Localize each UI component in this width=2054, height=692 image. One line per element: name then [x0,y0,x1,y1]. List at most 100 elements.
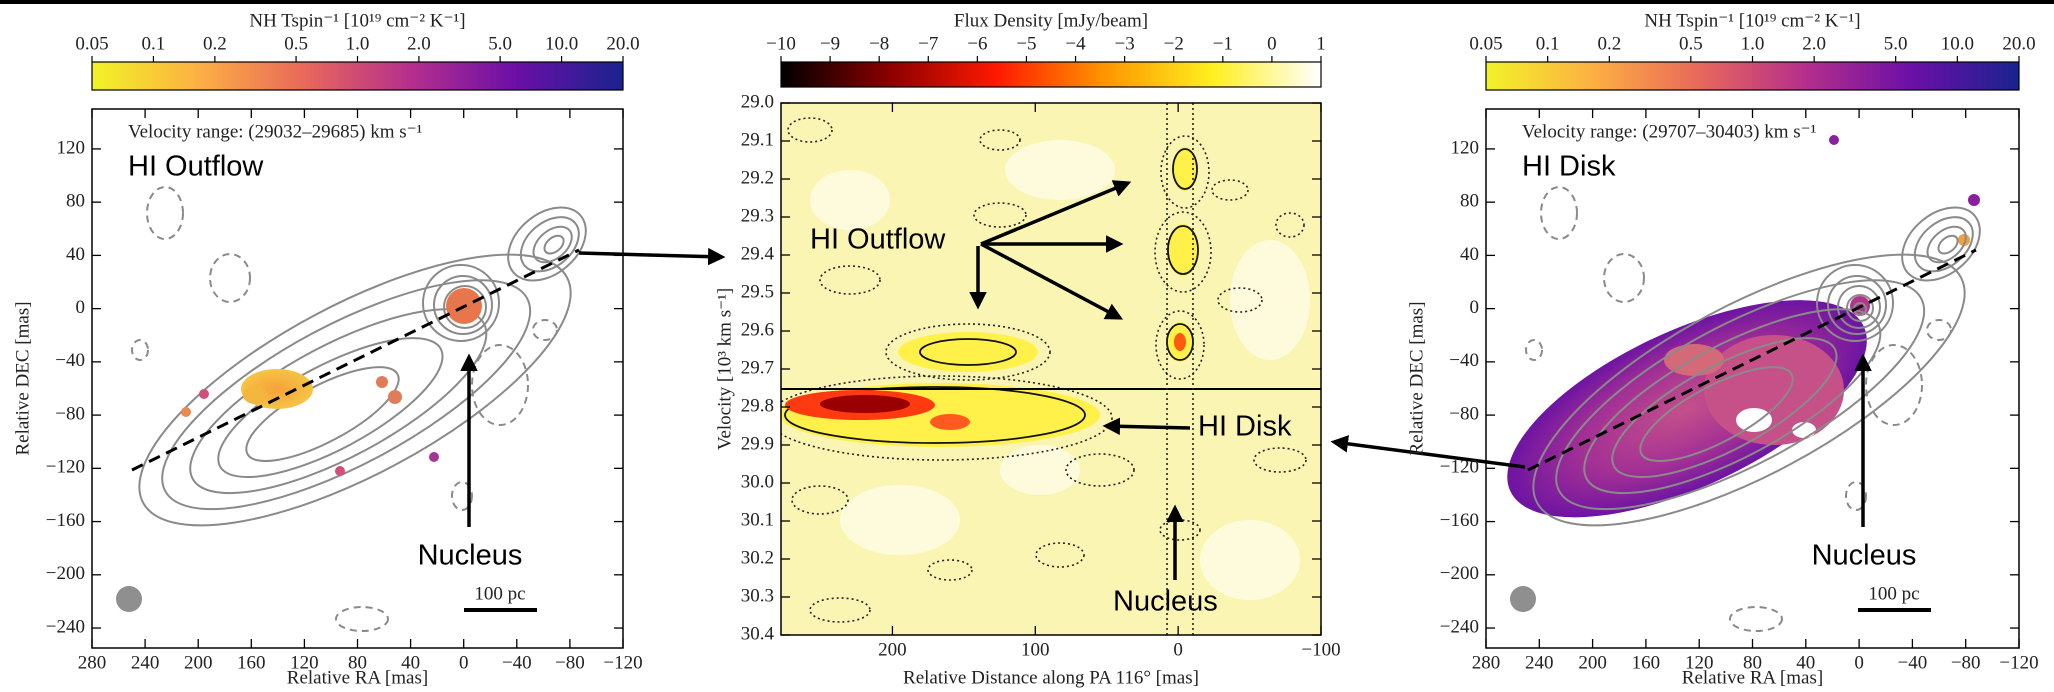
absorption-region [1704,335,1844,445]
y-tick-label: 29.6 [741,319,774,340]
x-tick-label: 200 [184,652,213,673]
page: 28024020016012080400−40−80−12012080400−4… [0,0,2054,692]
y-tick-label: 40 [1460,244,1479,265]
top-border [0,0,2054,4]
colorbar-tick-label: 1.0 [346,33,370,54]
x-tick-label: 0 [459,652,469,673]
y-tick-label: −40 [55,350,85,371]
colorbar-tick-label: 5.0 [488,33,512,54]
absorption-dot [181,407,191,417]
y-tick-label: −200 [1440,563,1479,584]
noise [1000,445,1080,495]
x-tick-label: 0 [1173,639,1183,660]
annotation: HI Outflow [810,224,946,256]
x-tick-label: −120 [1999,652,2038,673]
colorbar-tick-label: −8 [869,33,889,54]
annotation: Nucleus [1812,540,1917,572]
colorbar-label: NH Tspin⁻¹ [10¹⁹ cm⁻² K⁻¹] [249,10,465,31]
y-tick-label: 30.1 [741,509,774,530]
x-tick-label: 160 [237,652,266,673]
beam [1510,586,1536,612]
y-tick-label: −200 [46,563,85,584]
x-tick-label: −100 [1301,639,1340,660]
colorbar-tick-label: 2.0 [407,33,431,54]
colorbar-tick-label: 20.0 [2002,33,2035,54]
annotation: Nucleus [418,540,523,572]
y-tick-label: 80 [1460,191,1479,212]
absorption-dot [388,390,402,404]
colorbar-tick-label: −4 [1065,33,1086,54]
beam [116,586,142,612]
colorbar-tick-label: 0.2 [203,33,227,54]
y-tick-label: 29.7 [741,357,774,378]
outflow-emission [1172,147,1198,191]
colorbar-tick-label: 1 [1316,33,1326,54]
x-tick-label: −120 [603,652,642,673]
absorption-dot [335,466,345,476]
colorbar-tick-label: −6 [967,33,987,54]
figure: 28024020016012080400−40−80−12012080400−4… [0,0,2054,692]
y-tick-label: 29.4 [741,243,775,264]
y-tick-label: 30.2 [741,547,774,568]
colorbar-label: NH Tspin⁻¹ [10¹⁹ cm⁻² K⁻¹] [1644,10,1860,31]
x-tick-label: 0 [1854,652,1864,673]
x-tick-label: 100 [1021,639,1050,660]
y-tick-label: 0 [1470,297,1480,318]
hole [1736,408,1772,432]
annotation: Nucleus [1113,586,1218,618]
pa-line [132,250,579,470]
y-tick-label: 29.1 [741,129,774,150]
colorbar-tick-label: 0.5 [284,33,308,54]
arrow [579,253,722,257]
y-tick-label: −120 [1440,457,1479,478]
arrow [1334,442,1525,467]
x-tick-label: −40 [502,652,532,673]
colorbar-tick-label: −5 [1016,33,1036,54]
contours [103,187,607,631]
colorbar-tick-label: −9 [820,33,840,54]
noise [1005,140,1115,200]
y-axis-label: Velocity [10³ km s⁻¹] [714,288,735,450]
colorbar-tick-label: 0.2 [1597,33,1621,54]
y-tick-label: 29.3 [741,205,774,226]
x-tick-label: −40 [1898,652,1928,673]
x-axis-label: Relative RA [mas] [287,667,428,688]
absorption-dot [199,389,209,399]
y-tick-label: 29.8 [741,395,774,416]
y-tick-label: −120 [46,457,85,478]
panel-3-image [1477,135,2000,631]
y-tick-label: −160 [1440,510,1479,531]
noise [810,170,890,230]
outflow-emission [1167,224,1199,276]
y-axis-label: Relative DEC [mas] [12,301,33,455]
y-tick-label: 120 [57,137,86,158]
y-tick-label: 29.2 [741,167,774,188]
colorbar-tick-label: 10.0 [545,33,578,54]
x-axis-label: Relative Distance along PA 116° [mas] [903,667,1199,688]
x-tick-label: 240 [1525,652,1554,673]
y-tick-label: 30.0 [741,471,774,492]
x-tick-label: 240 [131,652,160,673]
colorbar-tick-label: 0.1 [1536,33,1560,54]
panel-1-image [103,187,722,631]
y-tick-label: 0 [76,297,86,318]
y-tick-label: 29.0 [741,91,774,112]
y-tick-label: −40 [1449,350,1479,371]
colorbar-tick-label: 10.0 [1941,33,1974,54]
x-tick-label: 280 [1472,652,1501,673]
y-tick-label: 120 [1451,137,1480,158]
x-tick-label: 280 [78,652,107,673]
x-tick-label: 200 [1578,652,1607,673]
y-tick-label: −240 [46,616,85,637]
colorbar [781,62,1321,87]
annotation: HI Disk [1522,151,1616,183]
noise [1230,240,1310,360]
x-tick-label: 200 [878,639,907,660]
y-axis-label: Relative DEC [mas] [1406,301,1427,455]
y-tick-label: 80 [66,191,85,212]
x-tick-label: −80 [555,652,585,673]
colorbar-tick-label: −2 [1164,33,1184,54]
y-tick-label: 29.9 [741,433,774,454]
colorbar [1486,62,2019,90]
absorption-dot [429,452,439,462]
